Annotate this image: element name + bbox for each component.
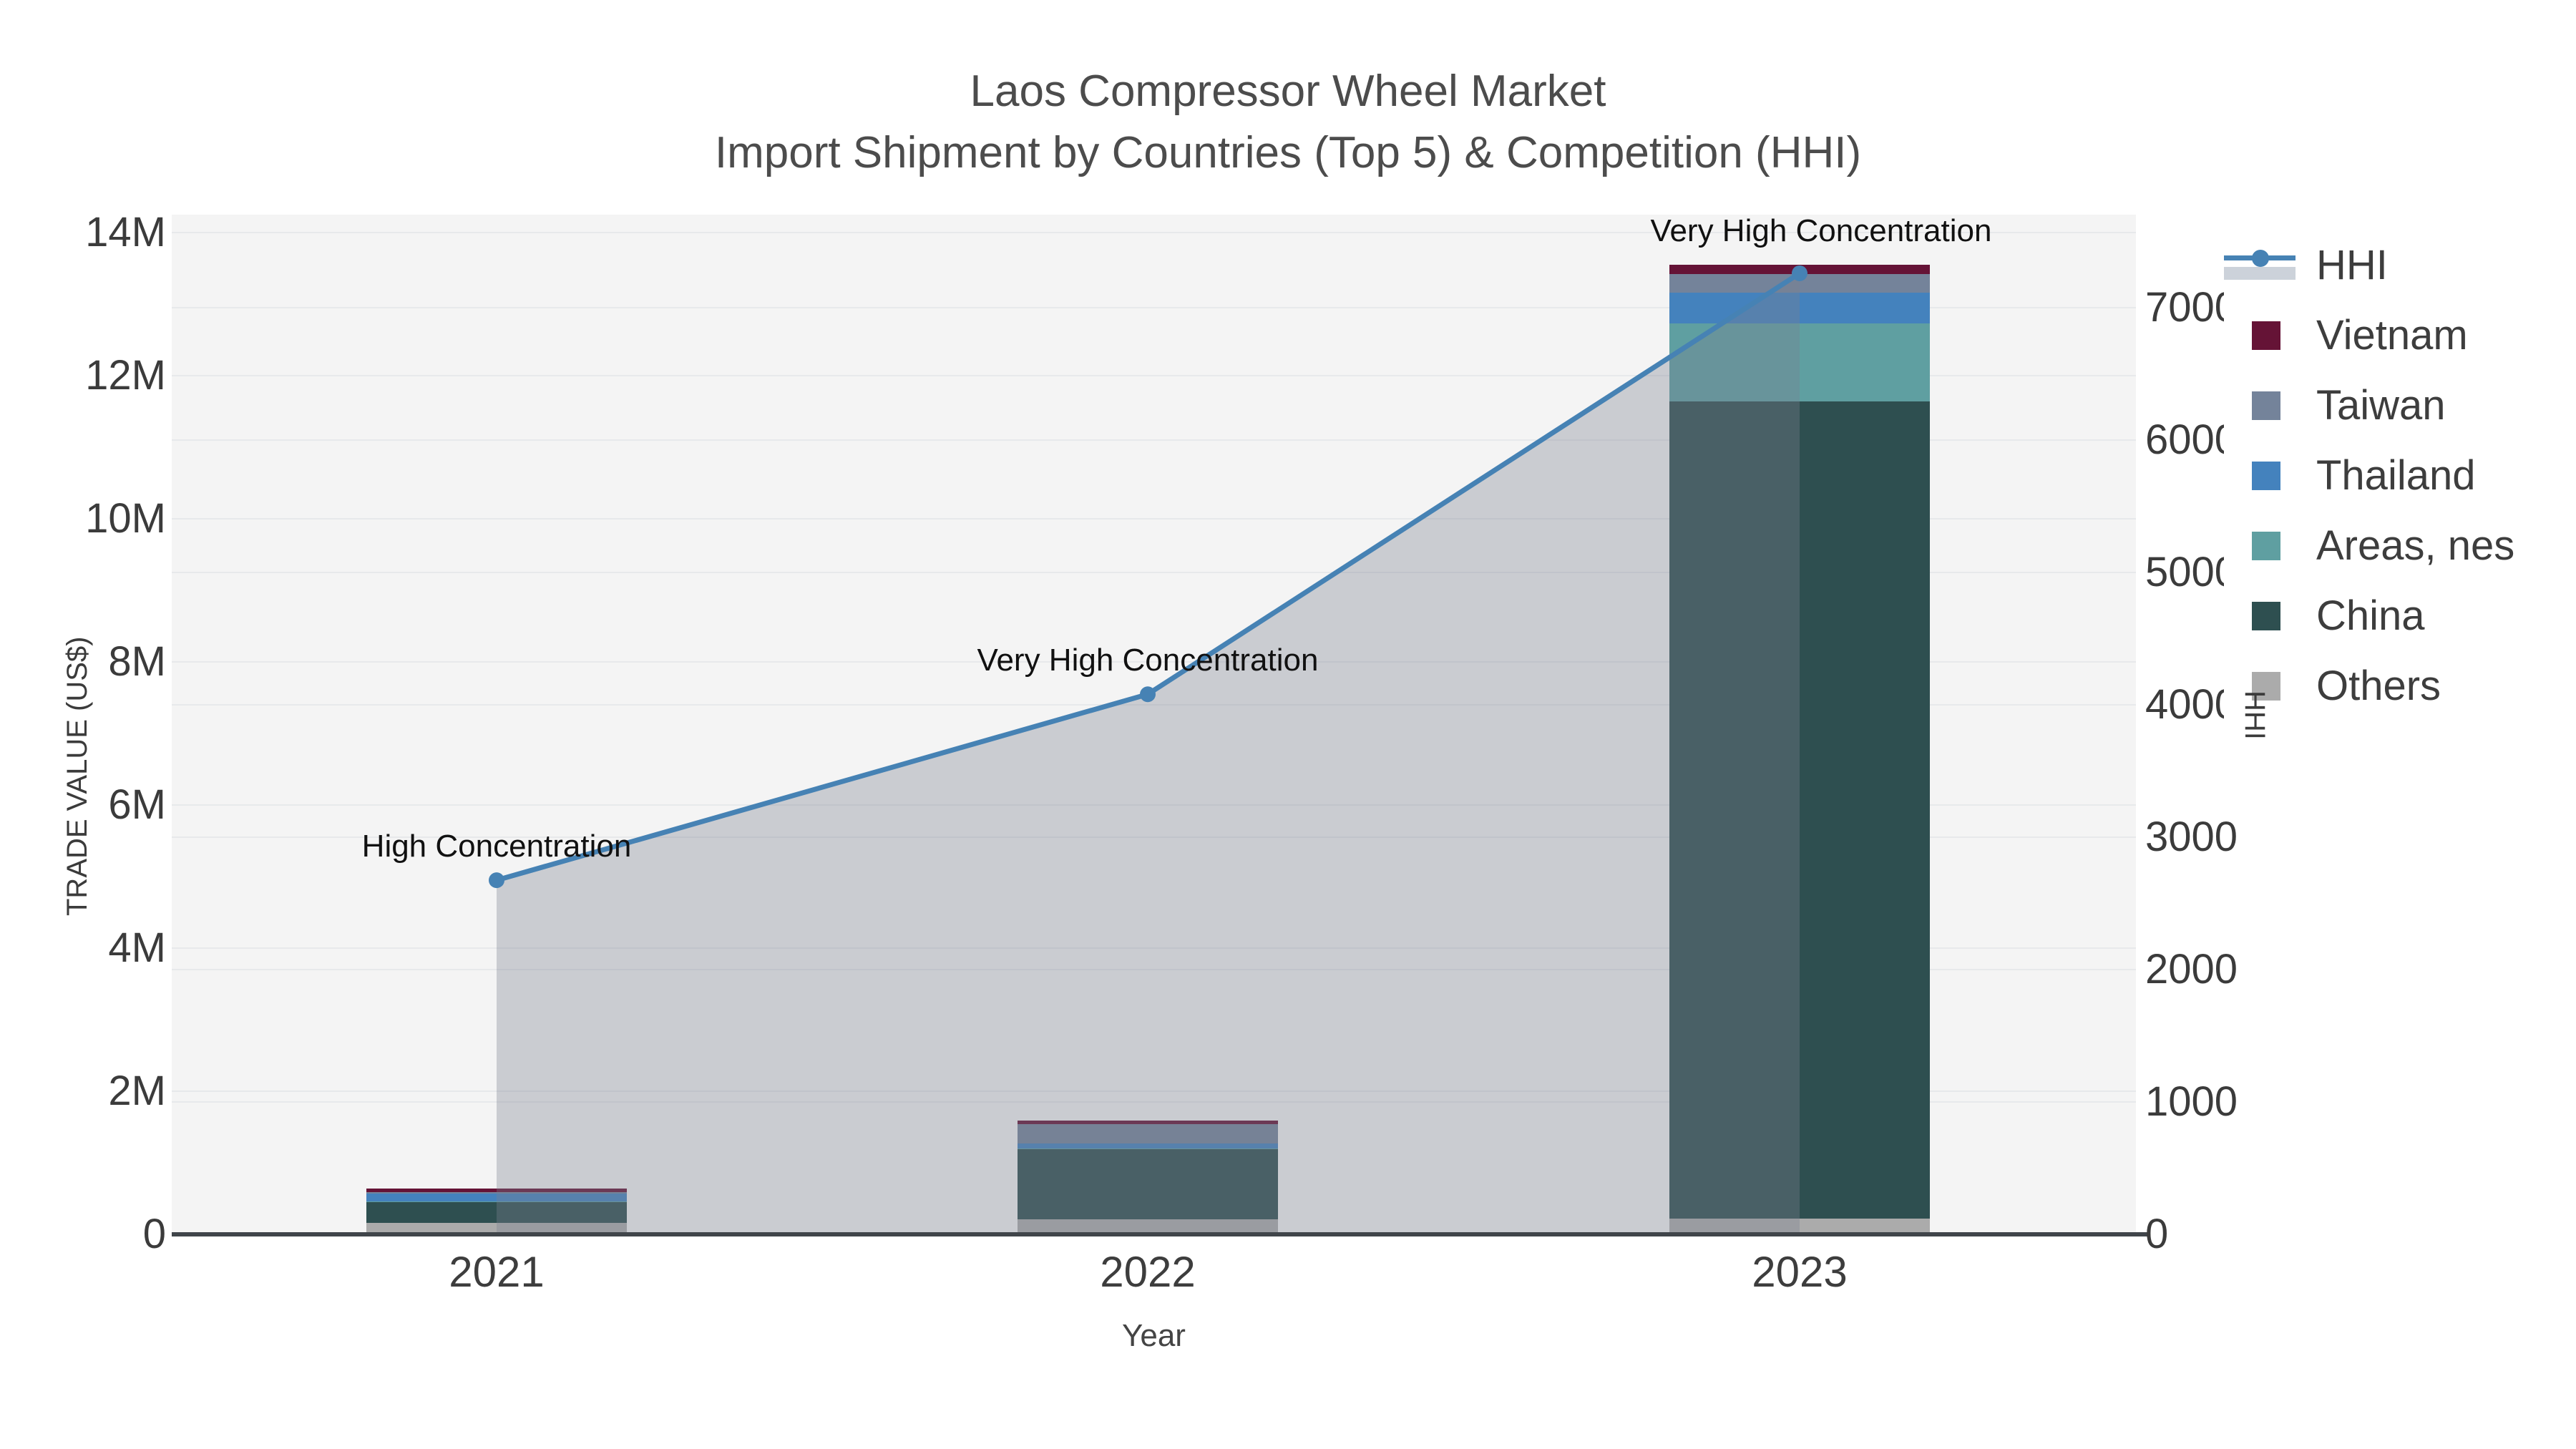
legend-item-hhi[interactable]: HHI [2224, 230, 2576, 301]
y-right-tick-3000: 3000 [2145, 814, 2238, 861]
gridline-right-axis [172, 307, 2136, 309]
gridline-left-axis [172, 518, 2136, 519]
x-tick-2021: 2021 [449, 1248, 545, 1296]
bar-segment-areas-nes-2021[interactable] [366, 1201, 627, 1202]
legend-label: Areas, nes [2316, 522, 2515, 569]
legend-label: Others [2316, 663, 2441, 709]
y-left-tick-6M: 6M [108, 781, 166, 828]
legend-label: Taiwan [2316, 382, 2446, 429]
bar-segment-vietnam-2022[interactable] [1018, 1121, 1278, 1124]
bar-segment-taiwan-2022[interactable] [1018, 1124, 1278, 1143]
bar-segment-others-2022[interactable] [1018, 1219, 1278, 1234]
chart-title: Laos Compressor Wheel Market [970, 67, 1606, 116]
y-right-tick-7000: 7000 [2145, 284, 2238, 331]
x-axis-title: Year [1122, 1318, 1186, 1353]
bar-segment-china-2022[interactable] [1018, 1149, 1278, 1219]
legend-label: Thailand [2316, 452, 2476, 499]
plot-area [172, 215, 2136, 1234]
gridline-left-axis [172, 1091, 2136, 1092]
y-left-tick-14M: 14M [85, 209, 166, 255]
y-right-tick-1000: 1000 [2145, 1078, 2238, 1125]
bar-segment-china-2021[interactable] [366, 1201, 627, 1223]
gridline-right-axis [172, 439, 2136, 441]
hhi-marker-2022[interactable] [1140, 686, 1156, 703]
legend-item-thailand[interactable]: Thailand [2224, 441, 2576, 511]
bar-segment-thailand-2023[interactable] [1669, 293, 1930, 323]
hhi-marker-2023[interactable] [1792, 265, 1807, 281]
legend-item-china[interactable]: China [2224, 581, 2576, 651]
gridline-left-axis [172, 375, 2136, 376]
legend-label: China [2316, 592, 2425, 639]
bar-segment-taiwan-2021[interactable] [366, 1192, 627, 1194]
legend-swatch-vietnam [2252, 321, 2280, 350]
bar-segment-china-2023[interactable] [1669, 401, 1930, 1219]
y-left-tick-12M: 12M [85, 352, 166, 399]
legend-swatch-areas-nes [2252, 532, 2280, 560]
gridline-right-axis [172, 836, 2136, 839]
y-left-tick-0: 0 [142, 1211, 166, 1257]
bar-segment-areas-nes-2023[interactable] [1669, 323, 1930, 401]
y-left-axis-title: TRADE VALUE (US$) [62, 636, 93, 916]
gridline-right-axis [172, 704, 2136, 706]
hhi-marker-2021[interactable] [489, 872, 504, 889]
gridline-left-axis [172, 947, 2136, 949]
hhi-area-fill [497, 273, 1800, 1234]
y-right-tick-2000: 2000 [2145, 946, 2238, 992]
hhi-marker-swatch [2252, 250, 2269, 267]
gridline-left-axis [172, 232, 2136, 233]
annotation-2022: Very High Concentration [977, 643, 1319, 678]
bar-segment-vietnam-2021[interactable] [366, 1188, 627, 1192]
gridline-right-axis [172, 572, 2136, 574]
legend-swatch-others [2252, 672, 2280, 701]
legend-label: Vietnam [2316, 312, 2468, 358]
bar-segment-others-2023[interactable] [1669, 1219, 1930, 1234]
gridline-right-axis [172, 969, 2136, 970]
y-left-tick-2M: 2M [108, 1068, 166, 1114]
bar-segment-others-2021[interactable] [366, 1222, 627, 1234]
y-right-tick-4000: 4000 [2145, 681, 2238, 728]
y-right-axis-title: HHI [2239, 691, 2270, 740]
x-tick-2023: 2023 [1752, 1248, 1848, 1296]
legend: HHI Vietnam Taiwan Thailand Areas, nes China O… [2224, 230, 2576, 736]
y-right-tick-0: 0 [2145, 1211, 2169, 1257]
y-left-tick-4M: 4M [108, 924, 166, 971]
gridline-right-axis [172, 1101, 2136, 1103]
legend-item-others[interactable]: Others [2224, 651, 2576, 721]
legend-swatch-taiwan [2252, 391, 2280, 420]
annotation-2023: Very High Concentration [1650, 213, 1992, 248]
hhi-fill-swatch [2224, 267, 2296, 280]
legend-label: HHI [2316, 242, 2388, 288]
bar-segment-areas-nes-2022[interactable] [1018, 1148, 1278, 1149]
y-right-tick-6000: 6000 [2145, 416, 2238, 464]
y-left-tick-8M: 8M [108, 638, 166, 685]
legend-item-areas-nes[interactable]: Areas, nes [2224, 511, 2576, 581]
legend-item-vietnam[interactable]: Vietnam [2224, 301, 2576, 371]
chart-subtitle: Import Shipment by Countries (Top 5) & C… [714, 128, 1862, 177]
x-axis-line [172, 1232, 2148, 1236]
y-left-tick-10M: 10M [85, 495, 166, 542]
bar-segment-thailand-2021[interactable] [366, 1193, 627, 1201]
hhi-line-chart [489, 265, 1807, 1234]
x-tick-2022: 2022 [1100, 1248, 1196, 1296]
gridline-left-axis [172, 661, 2136, 663]
annotation-2021: High Concentration [361, 829, 632, 864]
bar-segment-thailand-2022[interactable] [1018, 1143, 1278, 1148]
legend-item-taiwan[interactable]: Taiwan [2224, 371, 2576, 441]
gridline-left-axis [172, 804, 2136, 806]
y-right-tick-5000: 5000 [2145, 549, 2238, 596]
legend-swatch-china [2252, 602, 2280, 630]
legend-swatch-thailand [2252, 462, 2280, 490]
